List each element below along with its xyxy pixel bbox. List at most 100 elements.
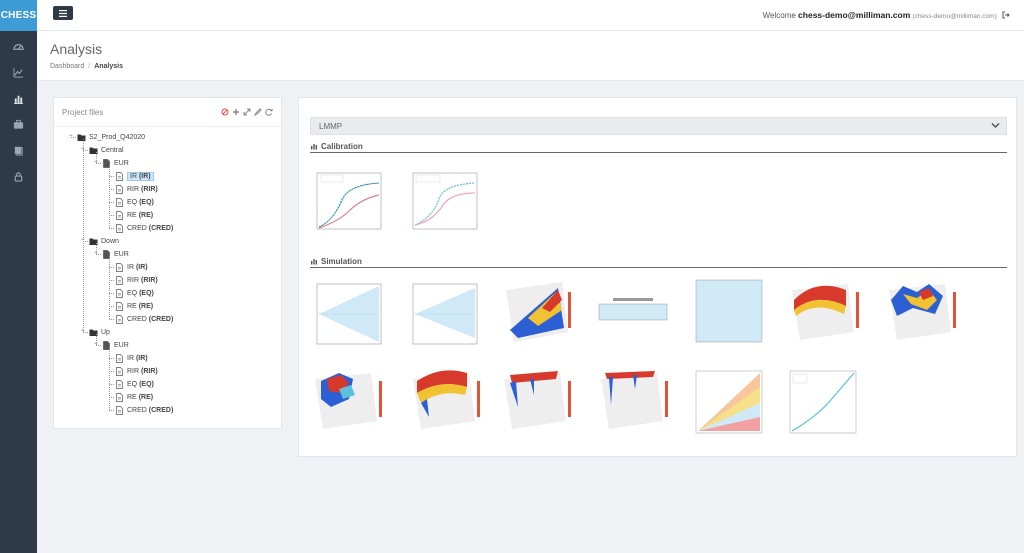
unlink-icon[interactable] bbox=[221, 108, 229, 116]
file-icon bbox=[115, 405, 124, 415]
tree-driver-label: EQ bbox=[127, 198, 138, 206]
toggle-collapse-icon[interactable]: − bbox=[69, 133, 73, 139]
nav-dashboard[interactable] bbox=[0, 33, 37, 59]
file-icon bbox=[115, 171, 124, 181]
tree-scenario-label: Central bbox=[101, 146, 124, 154]
expand-icon[interactable] bbox=[243, 108, 251, 116]
tree-driver-item[interactable]: IR (IR) bbox=[115, 170, 154, 182]
tree-driver-label: RIR bbox=[127, 367, 140, 375]
tree-driver-item[interactable]: EQ (EQ) bbox=[115, 287, 154, 299]
breadcrumb: Dashboard / Analysis bbox=[50, 63, 123, 70]
tree-driver-code: (IR) bbox=[138, 172, 151, 180]
briefcase-icon bbox=[13, 119, 24, 129]
simulation-plot-thumbnail[interactable] bbox=[498, 270, 574, 345]
tree-driver-item[interactable]: RIR (RIR) bbox=[115, 365, 158, 377]
tree-scenario-folder[interactable]: Down bbox=[89, 235, 119, 247]
tree-driver-item[interactable]: EQ (EQ) bbox=[115, 378, 154, 390]
tree-scenario-folder[interactable]: Central bbox=[89, 144, 124, 156]
tree-driver-item[interactable]: RIR (RIR) bbox=[115, 274, 158, 286]
tree-driver-item[interactable]: RE (RE) bbox=[115, 391, 153, 403]
model-select-value: LMMP bbox=[319, 122, 343, 131]
tree-currency-file[interactable]: EUR bbox=[102, 248, 129, 260]
tree-driver-item[interactable]: IR (IR) bbox=[115, 352, 148, 364]
simulation-plot-thumbnail[interactable] bbox=[309, 276, 385, 351]
breadcrumb-separator: / bbox=[88, 63, 91, 70]
simulation-plot-thumbnail[interactable] bbox=[309, 359, 385, 434]
tree-driver-item[interactable]: IR (IR) bbox=[115, 261, 148, 273]
file-icon bbox=[115, 210, 124, 220]
tree-currency-file[interactable]: EUR bbox=[102, 339, 129, 351]
simulation-plot-thumbnail[interactable] bbox=[407, 276, 483, 351]
toggle-collapse-icon[interactable]: − bbox=[81, 237, 85, 243]
tree-driver-item[interactable]: RIR (RIR) bbox=[115, 183, 158, 195]
model-select[interactable]: LMMP bbox=[310, 117, 1007, 135]
tree-driver-item[interactable]: CRED (CRED) bbox=[115, 222, 173, 234]
simulation-title: Simulation bbox=[321, 257, 362, 266]
toggle-collapse-icon[interactable]: − bbox=[81, 328, 85, 334]
analysis-panel: LMMP Calibration Simulation bbox=[298, 97, 1017, 457]
brand-logo[interactable]: CHESS bbox=[0, 0, 37, 31]
welcome-text: Welcome chess-demo@milliman.com (chess-d… bbox=[763, 10, 1010, 21]
tree-driver-item[interactable]: RE (RE) bbox=[115, 300, 153, 312]
file-icon bbox=[115, 184, 124, 194]
tree-driver-label: RE bbox=[127, 393, 137, 401]
add-icon[interactable] bbox=[232, 108, 240, 116]
file-icon bbox=[115, 275, 124, 285]
panel-divider bbox=[54, 126, 281, 127]
edit-icon[interactable] bbox=[254, 108, 262, 116]
toggle-collapse-icon[interactable]: − bbox=[94, 341, 98, 347]
tree-driver-item[interactable]: CRED (CRED) bbox=[115, 313, 173, 325]
top-bar: Welcome chess-demo@milliman.com (chess-d… bbox=[37, 0, 1024, 31]
simulation-plot-thumbnail[interactable] bbox=[883, 270, 959, 345]
toggle-collapse-icon[interactable]: − bbox=[94, 250, 98, 256]
simulation-plot-thumbnail[interactable] bbox=[786, 270, 862, 345]
bar-chart-icon bbox=[311, 259, 317, 265]
simulation-plot-thumbnail[interactable] bbox=[692, 363, 768, 438]
tree-driver-item[interactable]: EQ (EQ) bbox=[115, 196, 154, 208]
refresh-icon[interactable] bbox=[265, 108, 273, 116]
tree-driver-item[interactable]: CRED (CRED) bbox=[115, 404, 173, 416]
file-icon bbox=[115, 392, 124, 402]
simulation-plot-thumbnail[interactable] bbox=[595, 359, 671, 434]
project-files-panel: Project files − S2_Prod_Q42020− Central − EU… bbox=[53, 97, 282, 429]
tree-currency-file[interactable]: EUR bbox=[102, 157, 129, 169]
tree-driver-label: RE bbox=[127, 302, 137, 310]
tree-scenario-folder[interactable]: Up bbox=[89, 326, 110, 338]
tree-scenario-label: Up bbox=[101, 328, 110, 336]
nav-bar-chart[interactable] bbox=[0, 85, 37, 111]
tree-driver-code: (RIR) bbox=[141, 185, 158, 193]
tree-scenario-label: Down bbox=[101, 237, 119, 245]
calibration-plot-thumbnail[interactable] bbox=[309, 161, 385, 236]
breadcrumb-current: Analysis bbox=[94, 63, 123, 70]
nav-briefcase[interactable] bbox=[0, 111, 37, 137]
breadcrumb-dashboard[interactable]: Dashboard bbox=[50, 63, 85, 70]
nav-book[interactable] bbox=[0, 137, 37, 163]
hamburger-icon bbox=[59, 9, 67, 17]
book-icon bbox=[14, 146, 23, 156]
nav-line-chart[interactable] bbox=[0, 59, 37, 85]
file-icon bbox=[115, 379, 124, 389]
file-icon bbox=[115, 197, 124, 207]
tree-driver-item[interactable]: RE (RE) bbox=[115, 209, 153, 221]
tree-driver-label: RIR bbox=[127, 276, 140, 284]
lock-icon bbox=[14, 171, 23, 182]
file-icon bbox=[115, 262, 124, 272]
toggle-collapse-icon[interactable]: − bbox=[81, 146, 85, 152]
tree-root-folder[interactable]: S2_Prod_Q42020 bbox=[77, 131, 145, 143]
user-name: chess-demo@milliman.com bbox=[798, 10, 911, 20]
page-title: Analysis bbox=[50, 41, 103, 57]
simulation-plot-thumbnail[interactable] bbox=[498, 359, 574, 434]
document-icon bbox=[102, 158, 111, 168]
folder-open-icon bbox=[89, 237, 98, 246]
simulation-plot-thumbnail[interactable] bbox=[595, 276, 671, 351]
tree-driver-code: (EQ) bbox=[139, 380, 154, 388]
toggle-collapse-icon[interactable]: − bbox=[94, 159, 98, 165]
nav-lock[interactable] bbox=[0, 163, 37, 189]
panel-toolbar bbox=[221, 108, 273, 116]
simulation-plot-thumbnail[interactable] bbox=[692, 272, 768, 347]
menu-toggle-button[interactable] bbox=[53, 6, 73, 20]
logout-icon[interactable] bbox=[1002, 11, 1010, 21]
calibration-plot-thumbnail[interactable] bbox=[407, 161, 483, 236]
simulation-plot-thumbnail[interactable] bbox=[786, 363, 862, 438]
simulation-plot-thumbnail[interactable] bbox=[407, 359, 483, 434]
